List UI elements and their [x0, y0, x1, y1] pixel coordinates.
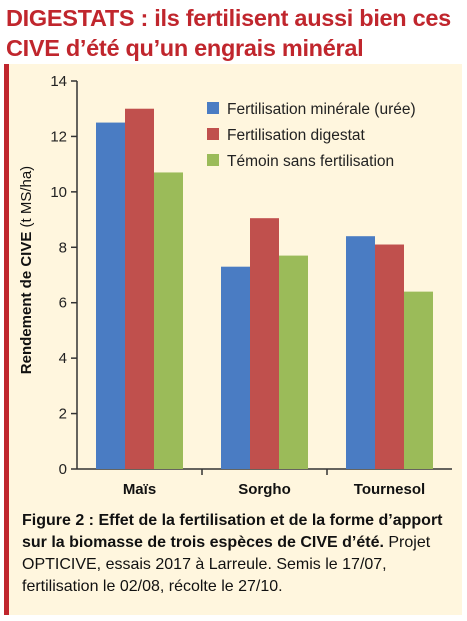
- y-tick-label: 14: [50, 73, 67, 90]
- category-label: Tournesol: [354, 481, 425, 498]
- y-tick-label: 0: [59, 461, 67, 478]
- legend-swatch: [207, 128, 219, 140]
- legend-label: Fertilisation minérale (urée): [227, 101, 416, 118]
- bar: [404, 291, 433, 469]
- bar: [346, 236, 375, 469]
- bar: [96, 122, 125, 470]
- y-tick-label: 4: [59, 350, 67, 367]
- bar: [279, 255, 308, 469]
- category-label: Sorgho: [238, 481, 291, 498]
- y-tick-label: 12: [50, 128, 67, 145]
- y-ticks: 0 2 4 6 8 10 12 14: [50, 73, 77, 478]
- legend-swatch: [207, 154, 219, 166]
- category-label: Maïs: [123, 481, 156, 498]
- legend-label: Fertilisation digestat: [227, 127, 366, 144]
- y-axis-label-unit: (t MS/ha): [18, 166, 35, 228]
- legend-swatch: [207, 102, 219, 114]
- headline: DIGESTATS : ils fertilisent aussi bien c…: [6, 5, 451, 61]
- bar: [125, 108, 154, 469]
- caption-normal: Projet OPTICIVE, essais 2017 à Larreule.…: [22, 534, 431, 595]
- bar: [375, 244, 404, 469]
- bar: [250, 218, 279, 469]
- y-tick-label: 8: [59, 239, 67, 256]
- y-tick-label: 2: [59, 406, 67, 423]
- y-tick-label: 10: [50, 184, 67, 201]
- category-labels: Maïs Sorgho Tournesol: [123, 469, 425, 498]
- bars: [96, 108, 433, 470]
- y-axis-label: Rendement de CIVE (t MS/ha): [18, 166, 35, 374]
- caption-bold: Figure 2 : Effet de la fertilisation et …: [22, 512, 443, 551]
- y-axis-label-main: Rendement de CIVE: [18, 227, 35, 374]
- legend: Fertilisation minérale (urée) Fertilisati…: [207, 101, 416, 170]
- legend-label: Témoin sans fertilisation: [227, 153, 394, 170]
- bar: [154, 172, 183, 469]
- y-tick-label: 6: [59, 295, 67, 312]
- bar: [221, 266, 250, 469]
- figure-caption: Figure 2 : Effet de la fertilisation et …: [22, 510, 452, 598]
